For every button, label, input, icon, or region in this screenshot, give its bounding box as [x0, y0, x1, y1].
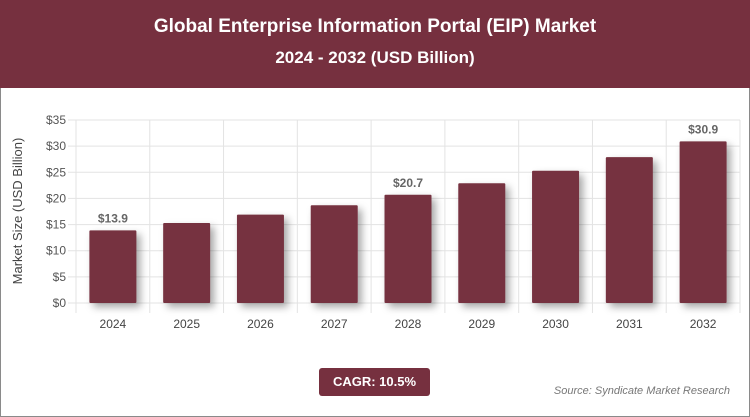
x-tick-label: 2031: [616, 317, 643, 331]
y-axis-label: Market Size (USD Billion): [10, 138, 25, 285]
y-tick-label: $10: [46, 244, 66, 258]
bar: [163, 223, 211, 303]
bar: [679, 141, 727, 303]
y-tick-label: $30: [46, 139, 66, 153]
x-tick-label: 2029: [468, 317, 495, 331]
y-tick-label: $25: [46, 165, 66, 179]
y-tick-label: $5: [53, 270, 67, 284]
x-tick-label: 2026: [247, 317, 274, 331]
x-tick-label: 2027: [321, 317, 348, 331]
y-tick-label: $20: [46, 191, 66, 205]
chart-subtitle: 2024 - 2032 (USD Billion): [275, 48, 475, 67]
y-tick-label: $0: [53, 296, 67, 310]
bar: [236, 214, 284, 303]
x-tick-label: 2030: [542, 317, 569, 331]
data-label: $30.9: [688, 122, 718, 136]
cagr-badge: CAGR: 10.5%: [319, 368, 430, 396]
bar: [310, 205, 358, 303]
data-label: $20.7: [393, 176, 423, 190]
bar: [605, 157, 653, 303]
data-label: $13.9: [98, 211, 128, 225]
source-note: Source: Syndicate Market Research: [553, 385, 730, 397]
y-tick-label: $15: [46, 218, 66, 232]
bar: [384, 194, 432, 303]
bar: [458, 183, 506, 303]
x-tick-label: 2028: [395, 317, 422, 331]
y-tick-label: $35: [46, 113, 66, 127]
x-tick-label: 2032: [690, 317, 717, 331]
x-tick-label: 2025: [173, 317, 200, 331]
bar: [89, 230, 137, 303]
chart-title: Global Enterprise Information Portal (EI…: [153, 16, 597, 37]
bar: [532, 170, 580, 303]
x-tick-label: 2024: [100, 317, 127, 331]
chart-header: Global Enterprise Information Portal (EI…: [0, 0, 750, 88]
